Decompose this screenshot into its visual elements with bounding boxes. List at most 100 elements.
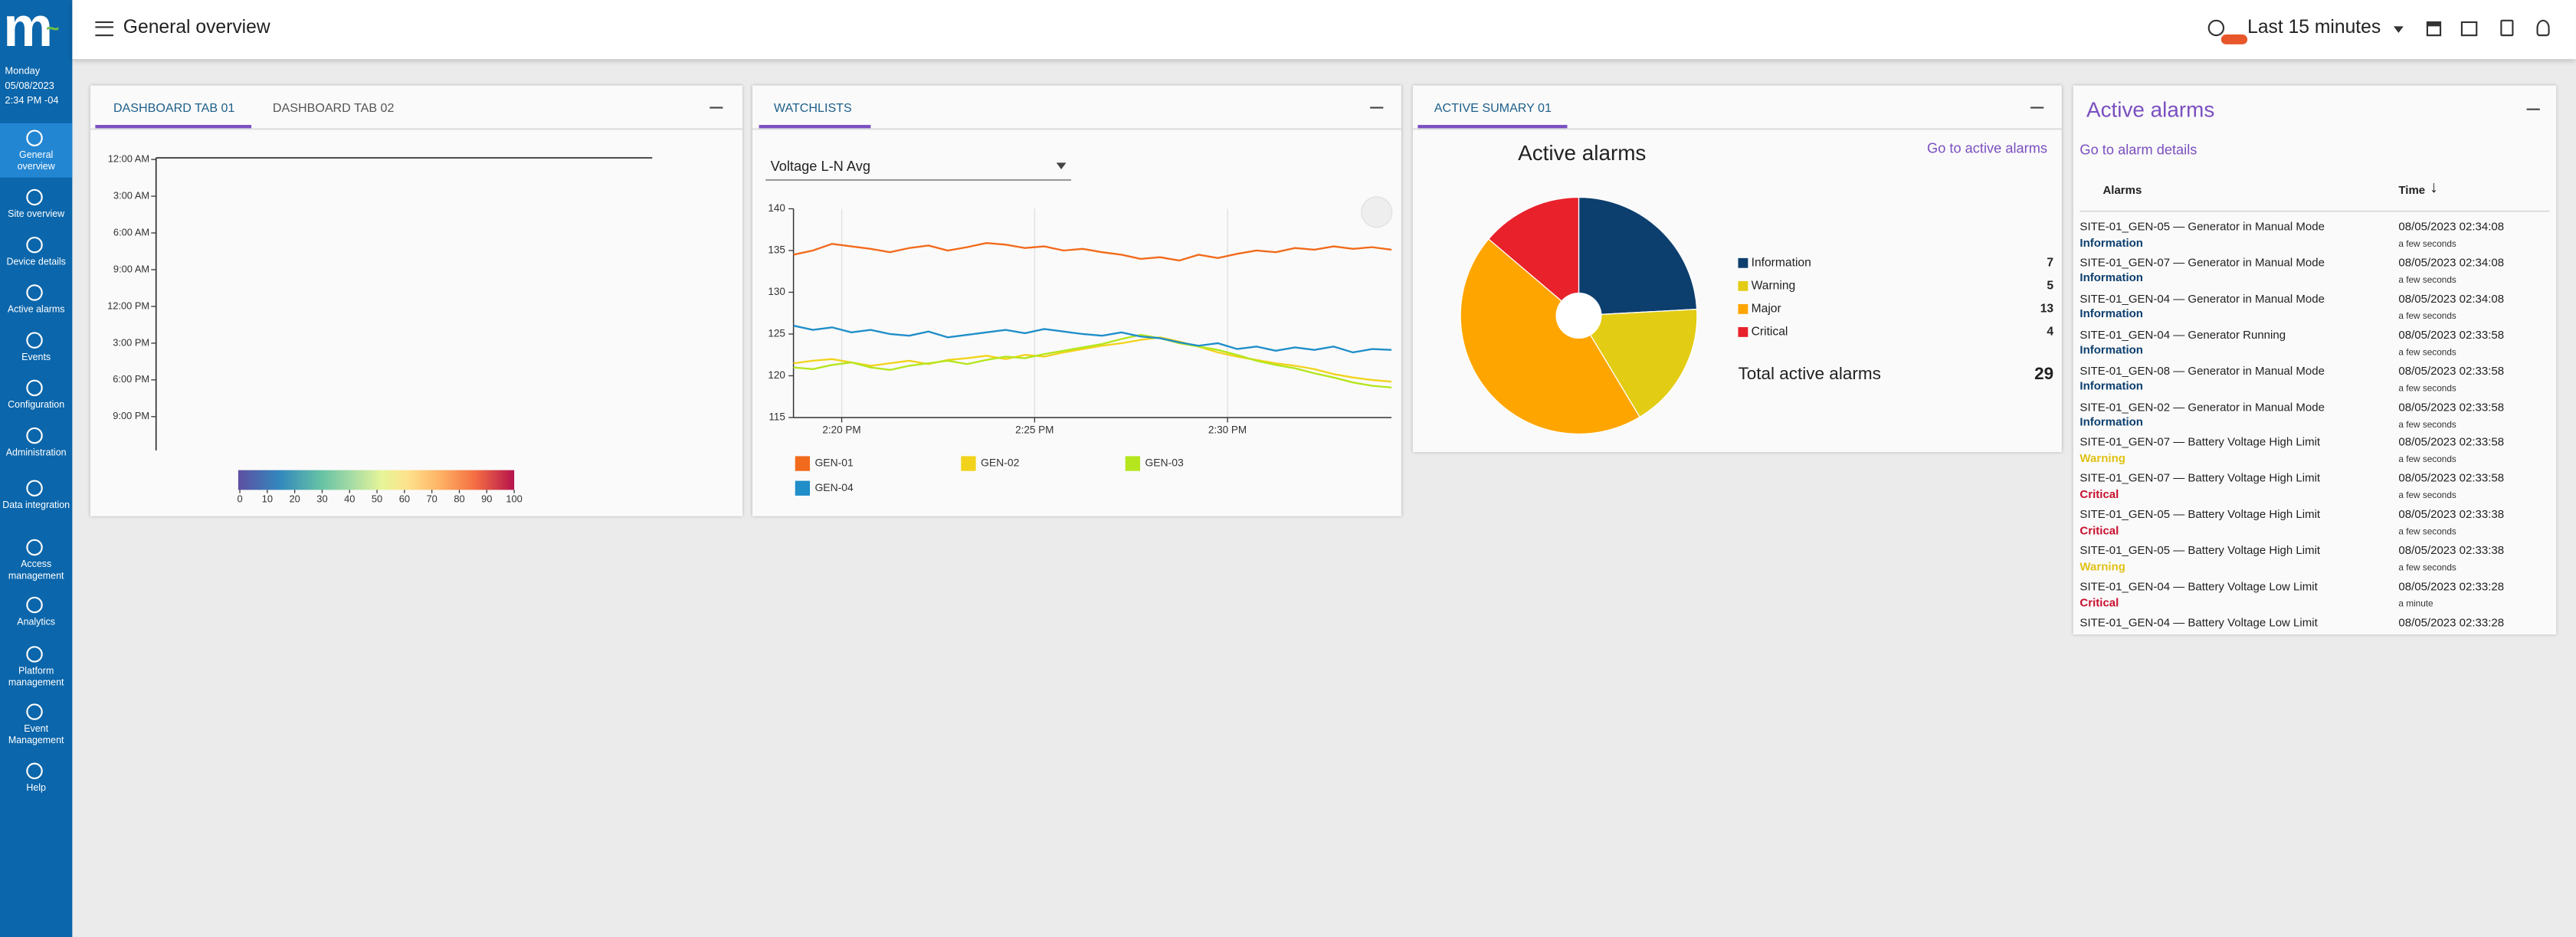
sidebar-item[interactable]: Help bbox=[26, 784, 46, 794]
link[interactable]: Go to alarm details bbox=[2079, 141, 2197, 158]
minimize-button[interactable] bbox=[2526, 108, 2540, 110]
alarm-time: 08/05/2023 02:33:58 bbox=[2398, 329, 2505, 342]
sidebar-item[interactable]: General overview bbox=[17, 151, 55, 173]
panel-header-line bbox=[90, 128, 743, 130]
sidebar-item[interactable]: Site overview bbox=[8, 210, 65, 221]
tab-underline bbox=[95, 125, 252, 129]
alarm-time: 08/05/2023 02:33:28 bbox=[2398, 582, 2505, 594]
alarm-title[interactable]: SITE-01_GEN-07 — Battery Voltage High Li… bbox=[2079, 437, 2321, 450]
panel-header-line bbox=[1412, 128, 2062, 130]
alarms-panel bbox=[2073, 85, 2557, 635]
sidebar-item[interactable]: Event Management bbox=[8, 725, 64, 747]
alarm-age: a few seconds bbox=[2398, 564, 2456, 575]
alarm-title[interactable]: SITE-01_GEN-04 — Generator Running bbox=[2079, 329, 2286, 342]
alarm-severity: Information bbox=[2079, 274, 2143, 286]
alarm-severity: Information bbox=[2079, 238, 2143, 250]
dropdown-underline[interactable] bbox=[765, 179, 1071, 182]
tab[interactable]: WATCHLISTS bbox=[773, 100, 852, 116]
alarm-title[interactable]: SITE-01_GEN-04 — Battery Voltage Low Lim… bbox=[2079, 618, 2318, 630]
minimize-button[interactable] bbox=[2030, 106, 2044, 109]
alarm-age: a few seconds bbox=[2398, 348, 2456, 359]
sidebar-icon[interactable] bbox=[26, 332, 43, 349]
time: 2:34 PM -04 bbox=[5, 97, 59, 107]
alarm-severity: Warning bbox=[2079, 453, 2125, 465]
alarm-badge bbox=[2220, 34, 2248, 44]
sidebar-item[interactable]: Events bbox=[21, 353, 51, 364]
sidebar-item[interactable]: Access management bbox=[8, 560, 64, 582]
alarm-age: a few seconds bbox=[2398, 276, 2456, 287]
alarm-age: a few seconds bbox=[2398, 312, 2456, 323]
sidebar-icon[interactable] bbox=[26, 480, 43, 496]
sidebar-icon[interactable] bbox=[26, 703, 43, 720]
alarm-title[interactable]: SITE-01_GEN-07 — Battery Voltage High Li… bbox=[2079, 473, 2321, 486]
sidebar-icon[interactable] bbox=[26, 236, 43, 254]
menu-button[interactable] bbox=[95, 21, 113, 37]
alarm-title[interactable]: SITE-01_GEN-02 — Generator in Manual Mod… bbox=[2079, 401, 2325, 414]
sidebar-item[interactable]: Device details bbox=[6, 257, 66, 268]
alarm-time: 08/05/2023 02:33:58 bbox=[2398, 437, 2505, 450]
sidebar-item[interactable]: Platform management bbox=[8, 667, 64, 690]
minimize-button[interactable] bbox=[710, 106, 723, 109]
alarm-severity: Information bbox=[2079, 310, 2143, 322]
alarm-title[interactable]: SITE-01_GEN-05 — Battery Voltage High Li… bbox=[2079, 509, 2321, 522]
sidebar-icon[interactable] bbox=[26, 188, 43, 206]
alarm-age: a few seconds bbox=[2398, 528, 2456, 539]
alarms-list: Active alarms Go to alarm details Alarms Ti… bbox=[2073, 86, 2556, 631]
link[interactable]: Go to active alarms bbox=[1927, 139, 2048, 156]
alarm-age: a minute bbox=[2398, 600, 2433, 611]
alarm-time: 08/05/2023 02:33:38 bbox=[2398, 509, 2505, 522]
alarm-severity: Information bbox=[2079, 417, 2143, 430]
report-icon[interactable] bbox=[2500, 19, 2514, 37]
panel-title: Active alarms bbox=[2086, 97, 2215, 122]
tab[interactable]: DASHBOARD TAB 01 bbox=[113, 100, 235, 116]
alarm-severity: Critical bbox=[2079, 525, 2119, 537]
sidebar-item[interactable]: Administration bbox=[5, 448, 67, 459]
alarm-time: 08/05/2023 02:33:38 bbox=[2398, 545, 2505, 558]
alarm-title[interactable]: SITE-01_GEN-05 — Generator in Manual Mod… bbox=[2079, 221, 2325, 234]
sort-arrow[interactable]: ↓ bbox=[2430, 179, 2438, 198]
sidebar-icon[interactable] bbox=[26, 284, 43, 301]
alarm-title[interactable]: SITE-01_GEN-04 — Generator in Manual Mod… bbox=[2079, 293, 2325, 306]
user-icon[interactable] bbox=[2536, 19, 2550, 37]
alarm-time: 08/05/2023 02:34:08 bbox=[2398, 257, 2505, 270]
alarm-age: a few seconds bbox=[2398, 420, 2456, 431]
sidebar-item[interactable]: Analytics bbox=[17, 618, 56, 628]
alarm-title[interactable]: SITE-01_GEN-05 — Battery Voltage High Li… bbox=[2079, 545, 2321, 558]
sidebar-icon[interactable] bbox=[26, 596, 43, 614]
alarm-title[interactable]: SITE-01_GEN-07 — Generator in Manual Mod… bbox=[2079, 257, 2325, 270]
header-line bbox=[2079, 210, 2550, 212]
chart-download-button[interactable] bbox=[1362, 197, 1392, 228]
dropdown-caret[interactable] bbox=[1056, 162, 1067, 169]
alarm-title[interactable]: SITE-01_GEN-04 — Battery Voltage Low Lim… bbox=[2079, 582, 2318, 594]
alarm-severity: Critical bbox=[2079, 489, 2119, 501]
minimize-button[interactable] bbox=[1370, 106, 1384, 109]
sidebar-date: Monday 05/08/2023 2:34 PM -04 bbox=[5, 66, 58, 110]
download-icon[interactable] bbox=[2460, 21, 2478, 37]
sidebar-icon[interactable] bbox=[26, 427, 43, 444]
panel-header-line bbox=[752, 128, 1401, 130]
sidebar-icon[interactable] bbox=[26, 646, 43, 663]
sidebar-item[interactable]: Data integration bbox=[2, 501, 70, 512]
dropdown[interactable]: Voltage L-N Avg bbox=[770, 157, 870, 175]
alarm-title[interactable]: SITE-01_GEN-08 — Generator in Manual Mod… bbox=[2079, 365, 2325, 378]
sidebar-icon[interactable] bbox=[26, 379, 43, 397]
alarm-clock-icon[interactable] bbox=[2207, 19, 2225, 37]
sidebar-icon[interactable] bbox=[26, 539, 43, 556]
day: Monday bbox=[5, 67, 41, 77]
sidebar-icon[interactable] bbox=[26, 762, 43, 780]
alarm-age: a few seconds bbox=[2398, 240, 2456, 251]
tab[interactable]: DASHBOARD TAB 02 bbox=[272, 100, 395, 116]
tab[interactable]: ACTIVE SUMARY 01 bbox=[1434, 100, 1552, 116]
calendar-icon[interactable] bbox=[2426, 21, 2442, 37]
column-header[interactable]: Time bbox=[2398, 185, 2426, 198]
alarm-severity: Information bbox=[2079, 345, 2143, 357]
alarm-time: 08/05/2023 02:33:58 bbox=[2398, 473, 2505, 486]
alarm-severity: Information bbox=[2079, 381, 2143, 393]
sidebar-icon[interactable] bbox=[26, 129, 43, 146]
alarm-time: 08/05/2023 02:34:08 bbox=[2398, 293, 2505, 306]
time-range-caret[interactable] bbox=[2393, 26, 2404, 33]
sidebar-item[interactable]: Active alarms bbox=[7, 306, 65, 316]
sidebar-item[interactable]: Configuration bbox=[8, 401, 65, 411]
time-range[interactable]: Last 15 minutes bbox=[2247, 18, 2381, 38]
